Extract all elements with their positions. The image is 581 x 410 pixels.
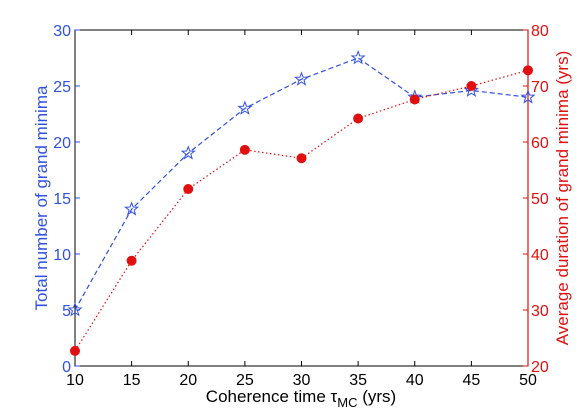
x-axis-title-subscript: MC <box>337 395 357 410</box>
star-marker <box>124 201 140 216</box>
x-tick-label: 15 <box>123 372 141 389</box>
circle-marker <box>183 184 194 195</box>
y-right-tick-label: 50 <box>531 191 549 208</box>
star-marker <box>463 82 479 97</box>
plot-area <box>74 29 529 367</box>
y-left-tick-label: 25 <box>53 79 71 96</box>
x-tick-label: 35 <box>349 372 367 389</box>
y-right-tick-label: 20 <box>531 359 549 376</box>
x-tick-label: 10 <box>66 372 84 389</box>
circle-marker <box>126 255 137 266</box>
y-left-tick-label: 10 <box>53 247 71 264</box>
x-axis-title: Coherence time τMC (yrs) <box>206 387 396 410</box>
x-axis-title-symbol: τ <box>331 387 338 406</box>
y-right-tick-label: 40 <box>531 247 549 264</box>
y-left-tick-label: 15 <box>53 191 71 208</box>
star-marker <box>237 100 253 115</box>
x-axis-title-units: (yrs) <box>357 387 396 406</box>
circle-marker <box>296 153 307 164</box>
x-tick-label: 45 <box>462 372 480 389</box>
y-right-tick-label: 60 <box>531 135 549 152</box>
series-line-count <box>74 57 529 311</box>
circle-marker <box>466 81 477 91</box>
circle-marker <box>239 144 250 155</box>
x-tick-label: 30 <box>293 372 311 389</box>
star-marker <box>67 302 83 317</box>
axis-ticks: 10 15 20 25 30 35 40 45 50 0 5 10 15 20 25 30 20 30 40 50 60… <box>53 23 549 389</box>
y-axis-right-title: Average duration of grand minima (yrs) <box>553 51 572 346</box>
star-marker <box>350 50 366 65</box>
x-axis-title-main: Coherence time <box>206 387 331 406</box>
y-right-tick-label: 30 <box>531 303 549 320</box>
star-marker <box>520 89 536 104</box>
y-right-tick-label: 80 <box>531 23 549 40</box>
star-marker <box>293 71 310 86</box>
y-left-tick-label: 5 <box>62 303 71 320</box>
circle-marker <box>409 94 420 105</box>
series-line-duration <box>74 69 529 352</box>
y-right-tick-label: 70 <box>531 79 549 96</box>
y-left-tick-label: 0 <box>62 359 71 376</box>
circle-marker <box>70 345 80 356</box>
y-left-tick-label: 20 <box>53 135 71 152</box>
x-tick-label: 25 <box>236 372 254 389</box>
x-tick-label: 40 <box>406 372 424 389</box>
circle-marker <box>523 65 533 76</box>
star-marker <box>180 145 196 160</box>
x-tick-label: 50 <box>519 372 537 389</box>
x-tick-label: 20 <box>179 372 197 389</box>
y-axis-left-title: Total number of grand minima <box>32 85 51 310</box>
series-group <box>67 50 536 356</box>
circle-marker <box>353 113 364 124</box>
y-left-tick-label: 30 <box>53 23 71 40</box>
